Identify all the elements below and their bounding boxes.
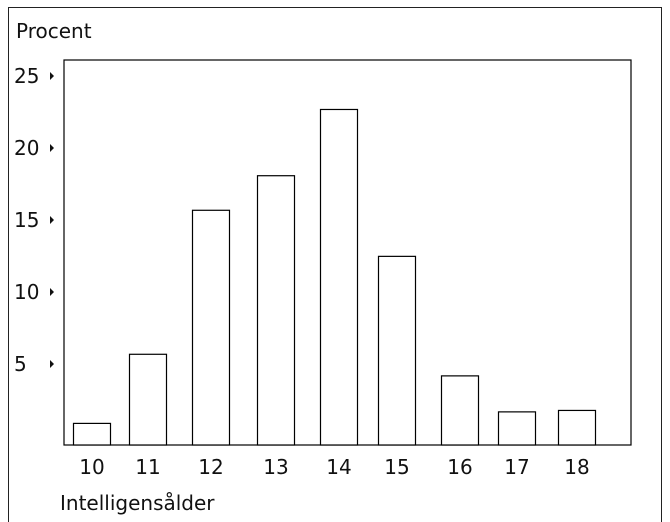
bar-18 bbox=[557, 409, 597, 446]
bar-15 bbox=[377, 255, 417, 446]
x-tick-label-14: 14 bbox=[326, 455, 351, 479]
y-tick-label-15: 15 bbox=[14, 208, 39, 232]
y-tick-mark-15 bbox=[50, 216, 54, 224]
x-tick-label-13: 13 bbox=[263, 455, 288, 479]
bar-13 bbox=[256, 175, 296, 446]
x-tick-label-11: 11 bbox=[135, 455, 160, 479]
x-tick-label-12: 12 bbox=[198, 455, 223, 479]
x-tick-label-15: 15 bbox=[384, 455, 409, 479]
y-tick-mark-25 bbox=[50, 72, 54, 80]
bar-17 bbox=[497, 411, 537, 446]
y-tick-label-25: 25 bbox=[14, 64, 39, 88]
x-tick-label-18: 18 bbox=[564, 455, 589, 479]
y-tick-mark-5 bbox=[50, 360, 54, 368]
y-tick-mark-20 bbox=[50, 144, 54, 152]
bar-11 bbox=[128, 353, 168, 446]
y-tick-label-5: 5 bbox=[14, 352, 27, 376]
x-axis-label: Intelligensålder bbox=[60, 491, 215, 515]
x-tick-label-16: 16 bbox=[447, 455, 472, 479]
y-tick-mark-10 bbox=[50, 288, 54, 296]
bar-16 bbox=[440, 375, 480, 446]
x-tick-label-10: 10 bbox=[79, 455, 104, 479]
bar-12 bbox=[191, 209, 231, 446]
figure-frame bbox=[8, 7, 662, 522]
y-axis-label: Procent bbox=[16, 19, 92, 43]
y-tick-label-10: 10 bbox=[14, 280, 39, 304]
x-tick-label-17: 17 bbox=[504, 455, 529, 479]
y-tick-label-20: 20 bbox=[14, 136, 39, 160]
bar-14 bbox=[319, 108, 359, 446]
bar-10 bbox=[72, 422, 112, 446]
